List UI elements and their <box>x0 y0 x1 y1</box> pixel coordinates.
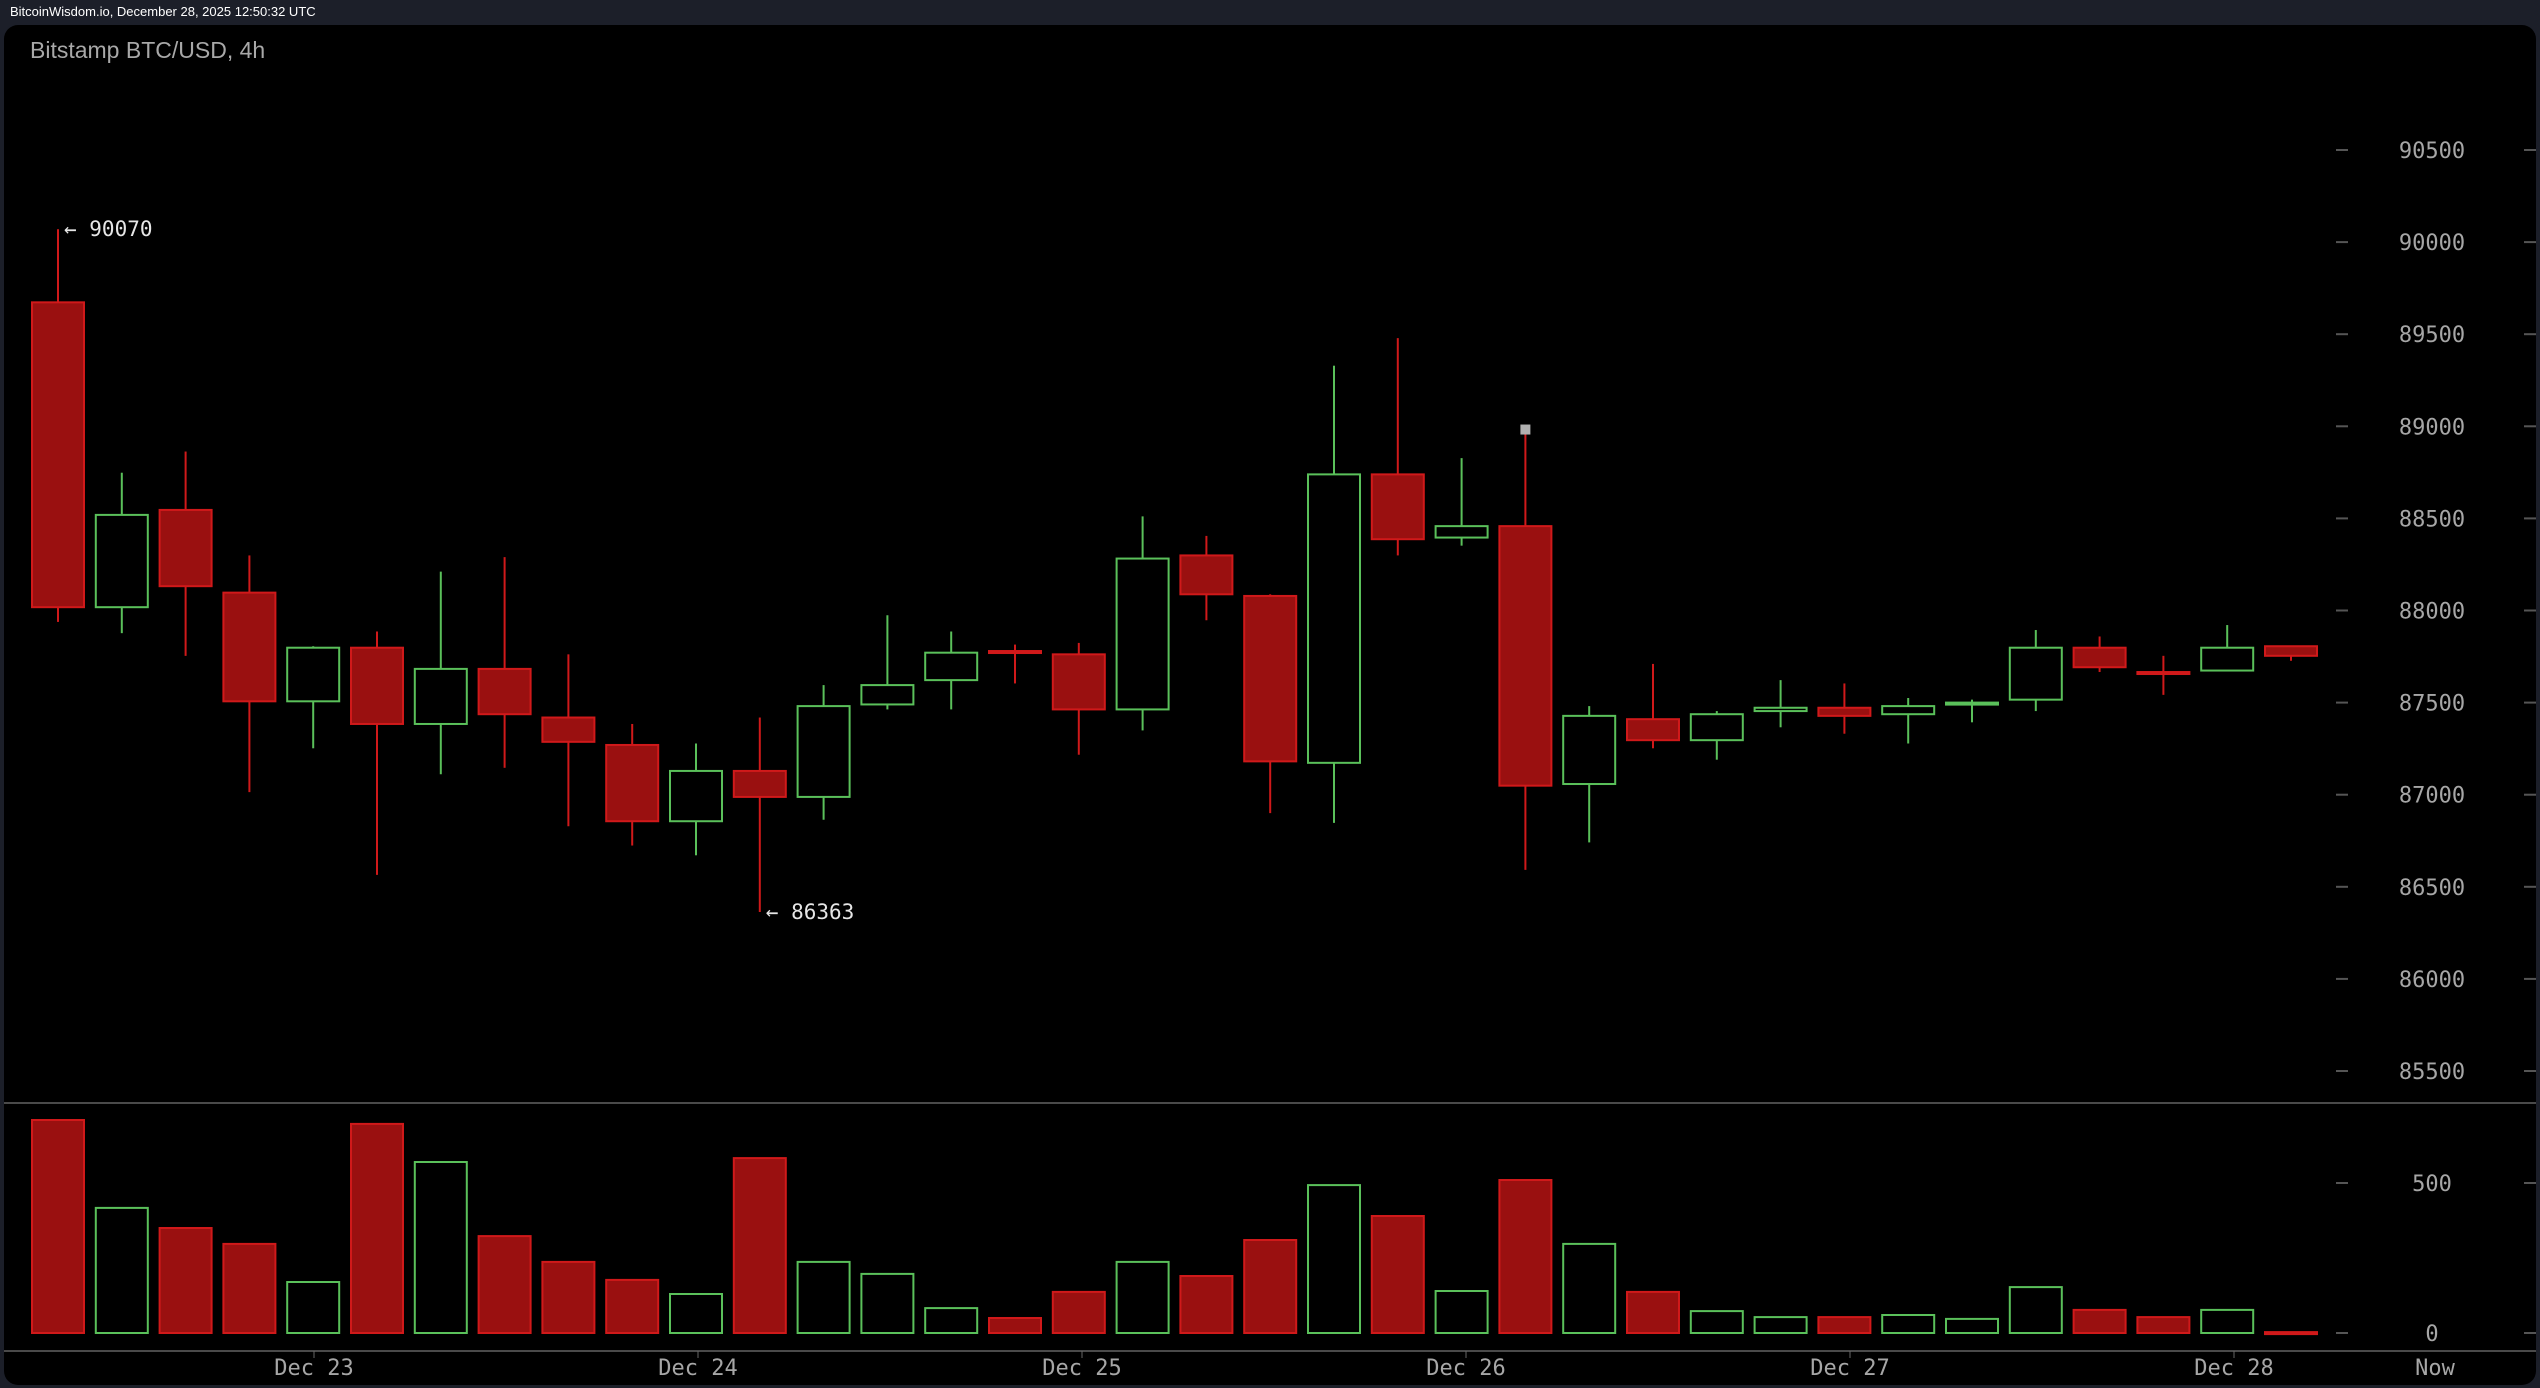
price-tick-label: 90500 <box>2399 139 2465 164</box>
volume-bar-up[interactable] <box>860 1272 915 1335</box>
candle-down[interactable] <box>1370 473 1425 541</box>
candle-up[interactable] <box>924 651 979 682</box>
candle-down[interactable] <box>1051 653 1106 711</box>
volume-bar-up[interactable] <box>1115 1260 1170 1335</box>
candle-down[interactable] <box>1626 718 1680 742</box>
candle-up[interactable] <box>2008 646 2063 701</box>
volume-tick-label: 500 <box>2412 1172 2452 1197</box>
candle-up[interactable] <box>1881 705 1936 716</box>
volume-bar-down[interactable] <box>1370 1215 1425 1334</box>
date-tick-label: Dec 24 <box>658 1356 737 1381</box>
price-tick-label: 90000 <box>2399 231 2465 256</box>
candle-down[interactable] <box>2264 645 2318 657</box>
volume-bar-up[interactable] <box>413 1161 468 1334</box>
low-annotation: ← 86363 <box>766 900 855 924</box>
chart-title: Bitstamp BTC/USD, 4h <box>30 37 266 63</box>
candle-up[interactable] <box>1753 706 1808 713</box>
volume-bar-up[interactable] <box>1434 1290 1489 1334</box>
volume-bar-down[interactable] <box>605 1278 660 1335</box>
volume-bar-down[interactable] <box>222 1242 277 1335</box>
candle-up[interactable] <box>1434 525 1489 539</box>
price-tick-label: 88500 <box>2399 507 2465 532</box>
volume-bar-down[interactable] <box>1498 1179 1553 1334</box>
volume-bar-down[interactable] <box>2072 1308 2127 1335</box>
candle-down[interactable] <box>350 646 404 725</box>
volume-bar-down[interactable] <box>1243 1239 1298 1334</box>
volume-bar-down[interactable] <box>1817 1316 1872 1334</box>
candle-down[interactable] <box>541 716 596 743</box>
date-tick-label: Dec 26 <box>1426 1356 1505 1381</box>
candle-down[interactable] <box>477 667 532 716</box>
date-tick-label: Dec 23 <box>274 1356 353 1381</box>
price-tick-label: 87000 <box>2399 784 2465 809</box>
candle-down[interactable] <box>1179 554 1234 596</box>
volume-bar-down[interactable] <box>31 1119 85 1334</box>
candle-up[interactable] <box>669 769 723 823</box>
candle-up[interactable] <box>286 646 341 703</box>
candlestick-chart[interactable]: 90500 90000 89500 89000 88500 88000 87500 87000… <box>4 25 2536 1385</box>
candle-up[interactable] <box>94 513 149 609</box>
volume-bar-down[interactable] <box>2136 1316 2191 1334</box>
volume-bar-up[interactable] <box>286 1281 341 1334</box>
source-timestamp: BitcoinWisdom.io, December 28, 2025 12:5… <box>10 4 316 19</box>
volume-bar-down[interactable] <box>158 1227 213 1334</box>
price-tick-label: 87500 <box>2399 692 2465 717</box>
candle-up[interactable] <box>2200 646 2255 672</box>
candle-down[interactable] <box>1243 594 1298 763</box>
candle-up[interactable] <box>860 684 915 706</box>
volume-tick-label: 0 <box>2425 1322 2438 1347</box>
candle-down[interactable] <box>158 508 213 588</box>
volume-bar-up[interactable] <box>1881 1314 1936 1334</box>
chart-panel: Bitstamp BTC/USD, 4h 90500 90000 89500 8900… <box>4 25 2536 1385</box>
volume-bar-up[interactable] <box>2200 1308 2255 1335</box>
volume-bar-up[interactable] <box>1562 1242 1617 1335</box>
candle-up[interactable] <box>1307 473 1361 764</box>
candle-down[interactable] <box>222 591 277 703</box>
candle-up[interactable] <box>1115 557 1170 711</box>
volume-bar-up[interactable] <box>669 1293 723 1334</box>
volume-bar-down[interactable] <box>988 1317 1042 1334</box>
volume-bar-down[interactable] <box>477 1235 532 1334</box>
volume-bar-up[interactable] <box>796 1260 851 1335</box>
date-tick-label: Dec 27 <box>1810 1356 1889 1381</box>
volume-bar-up[interactable] <box>924 1307 979 1334</box>
volume-bar-down[interactable] <box>350 1122 404 1335</box>
date-tick-label: Dec 25 <box>1042 1356 1121 1381</box>
volume-bar-up[interactable] <box>1689 1310 1744 1334</box>
volume-bar-down[interactable] <box>1051 1290 1106 1335</box>
price-tick-label: 86500 <box>2399 876 2465 901</box>
candle-up[interactable] <box>1562 714 1617 786</box>
volume-bar-down[interactable] <box>2264 1331 2318 1336</box>
candle-down[interactable] <box>988 650 1042 655</box>
price-tick-label: 88000 <box>2399 600 2465 625</box>
volume-bar-down[interactable] <box>1626 1290 1680 1335</box>
volume-bar-up[interactable] <box>94 1206 149 1335</box>
volume-bar-down[interactable] <box>1179 1275 1234 1334</box>
volume-bar-up[interactable] <box>1945 1317 1999 1335</box>
candle-down[interactable] <box>1817 706 1872 717</box>
price-tick-label: 89500 <box>2399 323 2465 348</box>
candle-up[interactable] <box>1689 713 1744 742</box>
candle-down[interactable] <box>605 743 660 823</box>
volume-bar-down[interactable] <box>541 1260 596 1335</box>
candle-down[interactable] <box>31 301 85 609</box>
high-annotation: ← 90070 <box>64 217 153 241</box>
volume-bar-down[interactable] <box>732 1157 787 1334</box>
crosshair-marker <box>1520 424 1531 435</box>
volume-bar-up[interactable] <box>1753 1316 1808 1334</box>
volume-bar-up[interactable] <box>1307 1184 1361 1334</box>
candle-up[interactable] <box>796 705 851 798</box>
candle-up[interactable] <box>1945 701 1999 706</box>
date-tick-label: Now <box>2415 1356 2455 1381</box>
candle-down[interactable] <box>2072 646 2127 669</box>
volume-bar-up[interactable] <box>2008 1286 2063 1334</box>
price-tick-label: 85500 <box>2399 1060 2465 1085</box>
date-tick-label: Dec 28 <box>2194 1356 2273 1381</box>
candle-down[interactable] <box>1498 525 1553 787</box>
candle-down[interactable] <box>2136 671 2191 676</box>
price-tick-label: 86000 <box>2399 968 2465 993</box>
candle-down[interactable] <box>732 769 787 798</box>
price-tick-label: 89000 <box>2399 415 2465 440</box>
candle-up[interactable] <box>413 667 468 725</box>
